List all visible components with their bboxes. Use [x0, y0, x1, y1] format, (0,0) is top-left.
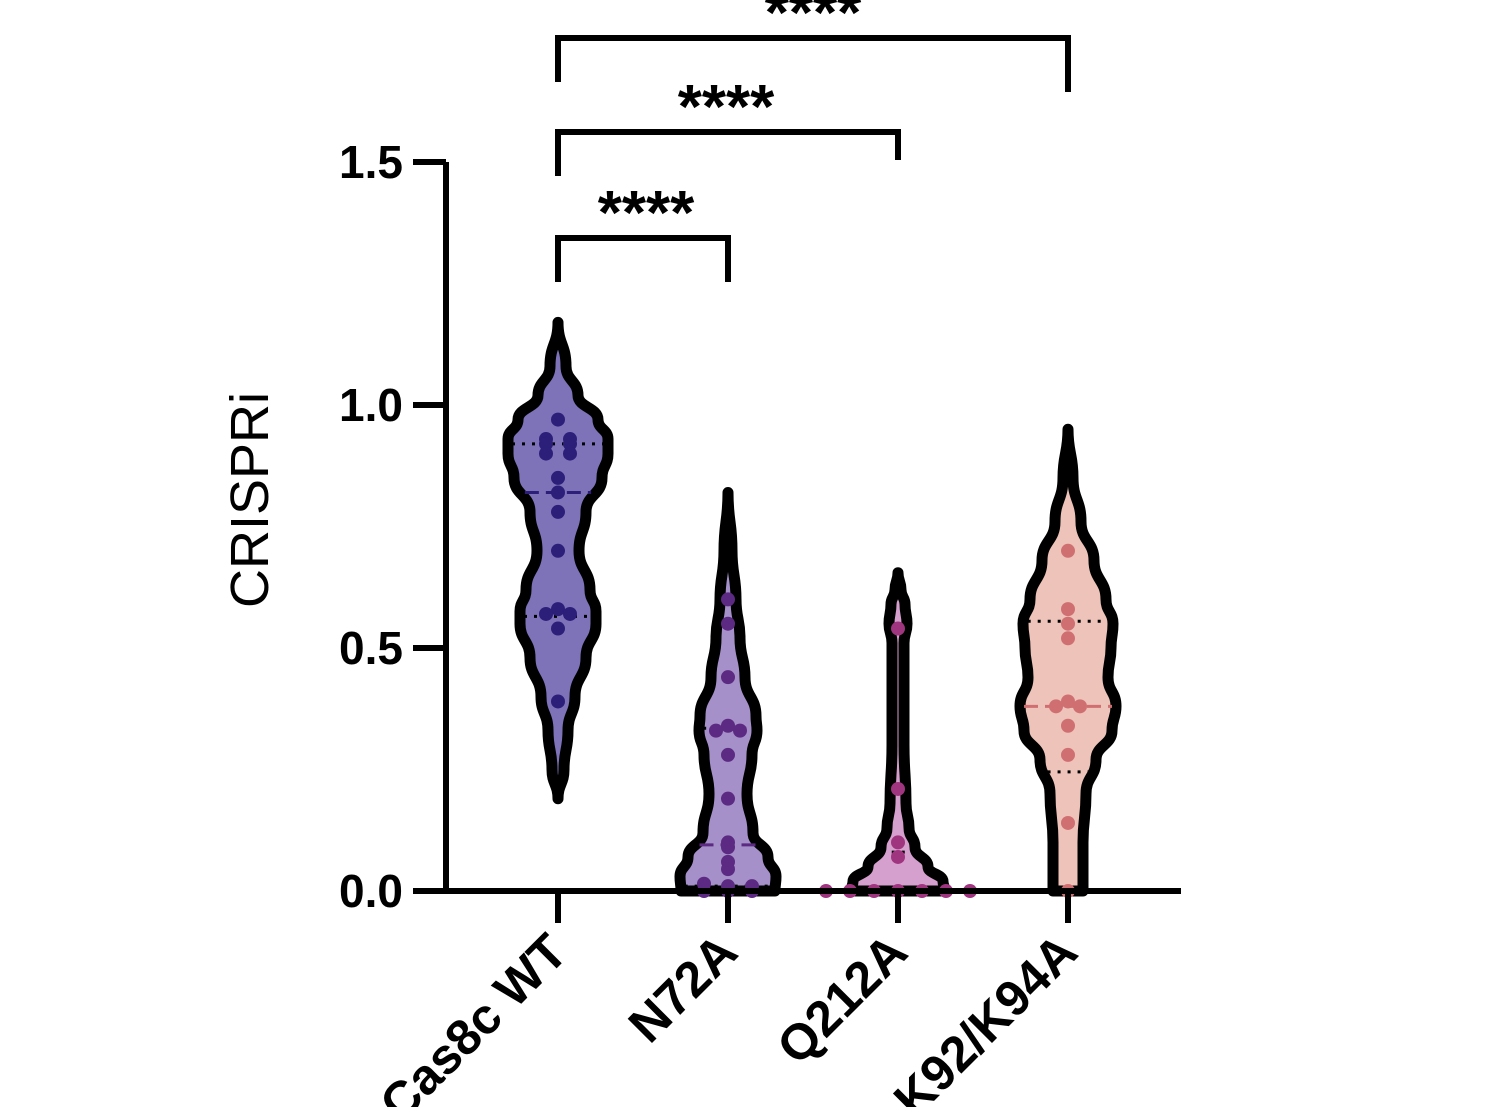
- data-point: [551, 412, 565, 427]
- data-point: [721, 840, 735, 855]
- significance-label: ****: [598, 179, 695, 248]
- significance-label: ****: [765, 0, 862, 48]
- data-point: [1061, 631, 1075, 646]
- data-point: [891, 621, 905, 636]
- violins-layer: [502, 316, 1122, 897]
- significance-bracket: [555, 129, 901, 176]
- data-point: [551, 694, 565, 709]
- data-point: [1049, 699, 1063, 714]
- x-tick-label: Q212A: [766, 923, 918, 1075]
- data-point: [1061, 602, 1075, 617]
- violin-3: [1014, 423, 1122, 897]
- y-tick-label: 1.5: [339, 136, 403, 188]
- data-point: [539, 606, 553, 621]
- data-point: [1061, 815, 1075, 830]
- data-point: [1061, 694, 1075, 709]
- brackets-layer: **** **** ****: [555, 0, 1071, 282]
- data-point: [1073, 699, 1087, 714]
- x-tick-label: Cas8c WT: [369, 923, 578, 1107]
- data-point: [563, 432, 577, 447]
- data-point: [563, 446, 577, 461]
- significance-bracket: [555, 235, 731, 282]
- data-point: [563, 606, 577, 621]
- y-axis-title: CRISPRi: [220, 392, 280, 608]
- data-point: [1061, 616, 1075, 631]
- significance-bracket: [555, 35, 1071, 92]
- data-point: [551, 602, 565, 617]
- significance-label: ****: [678, 73, 775, 142]
- y-tick-label: 0.5: [339, 622, 403, 674]
- data-point: [539, 446, 553, 461]
- points-layer: [539, 412, 1087, 898]
- data-point: [721, 670, 735, 685]
- data-point: [891, 849, 905, 864]
- data-point: [721, 592, 735, 607]
- x-tick-label: N72A: [618, 923, 748, 1053]
- violin-2: [845, 567, 951, 897]
- x-tick-label: K92/K94A: [883, 923, 1088, 1107]
- data-point: [551, 621, 565, 636]
- data-point: [709, 723, 723, 738]
- y-tick-label: 1.0: [339, 379, 403, 431]
- data-point: [721, 747, 735, 762]
- data-point: [1061, 718, 1075, 733]
- data-point: [1061, 543, 1075, 558]
- data-point: [551, 504, 565, 519]
- data-point: [539, 436, 553, 451]
- data-point: [733, 723, 747, 738]
- data-point: [891, 835, 905, 850]
- violin-0: [502, 316, 614, 805]
- y-tick-label: 0.0: [339, 865, 403, 917]
- data-point: [551, 470, 565, 485]
- data-point: [721, 718, 735, 733]
- violin-1: [674, 487, 782, 897]
- data-point: [721, 616, 735, 631]
- data-point: [551, 543, 565, 558]
- data-point: [721, 862, 735, 877]
- data-point: [551, 485, 565, 500]
- data-point: [721, 791, 735, 806]
- data-point: [1061, 747, 1075, 762]
- data-point: [891, 781, 905, 796]
